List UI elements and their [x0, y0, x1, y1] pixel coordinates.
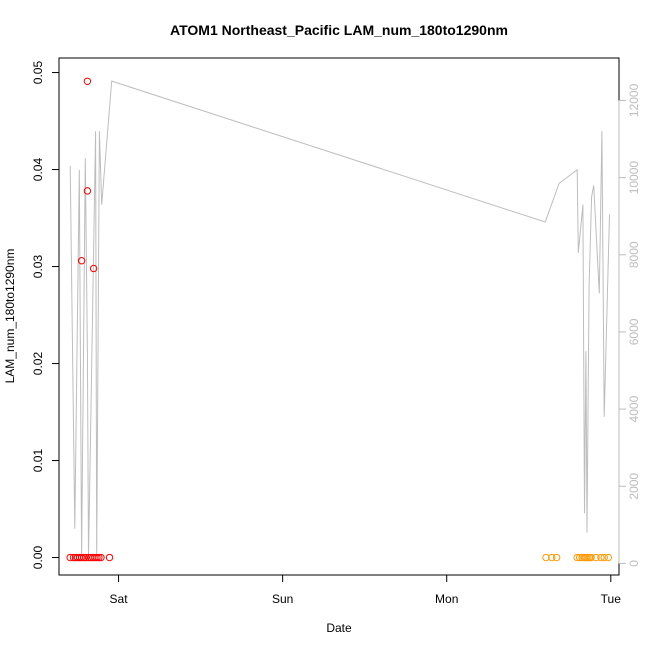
series-line — [69, 80, 610, 557]
x-tick-label: Tue — [601, 592, 622, 606]
data-point — [542, 553, 550, 562]
y-axis-label: LAM_num_180to1290nm — [3, 249, 17, 384]
data-point — [83, 187, 92, 195]
data-point — [77, 257, 86, 265]
y2-tick-label: 4000 — [627, 395, 641, 422]
x-tick-label: Mon — [435, 592, 458, 606]
y-tick-label: 0.00 — [31, 546, 45, 570]
y2-tick-label: 12000 — [627, 83, 641, 117]
data-point — [89, 264, 98, 273]
data-point — [83, 77, 92, 85]
data-point — [93, 553, 101, 562]
data-point — [604, 553, 613, 562]
data-point — [105, 553, 114, 562]
data-point — [95, 553, 103, 562]
data-point — [587, 553, 595, 562]
data-point — [548, 553, 556, 562]
x-tick-label: Sat — [110, 592, 129, 606]
data-point — [552, 553, 561, 562]
y-tick-label: 0.03 — [31, 255, 45, 279]
data-point — [97, 553, 105, 562]
x-tick-label: Sun — [272, 592, 293, 606]
y2-tick-label: 6000 — [627, 318, 641, 345]
y2-tick-label: 0 — [627, 560, 641, 567]
data-point — [578, 553, 586, 562]
data-point — [66, 553, 74, 562]
data-point — [597, 553, 605, 562]
y-tick-label: 0.04 — [31, 158, 45, 182]
y2-tick-label: 2000 — [627, 473, 641, 500]
data-point — [82, 553, 90, 562]
data-point — [573, 553, 581, 562]
chart-title: ATOM1 Northeast_Pacific LAM_num_180to129… — [170, 22, 508, 38]
data-point — [77, 553, 86, 562]
plot-frame — [58, 57, 620, 576]
y-tick-label: 0.05 — [31, 61, 45, 85]
x-axis-label: Date — [326, 621, 352, 635]
data-point — [592, 553, 600, 562]
y-tick-label: 0.02 — [31, 352, 45, 376]
y2-tick-label: 8000 — [627, 241, 641, 268]
y-tick-label: 0.01 — [31, 449, 45, 473]
data-point — [600, 553, 608, 562]
y2-tick-label: 10000 — [627, 161, 641, 195]
